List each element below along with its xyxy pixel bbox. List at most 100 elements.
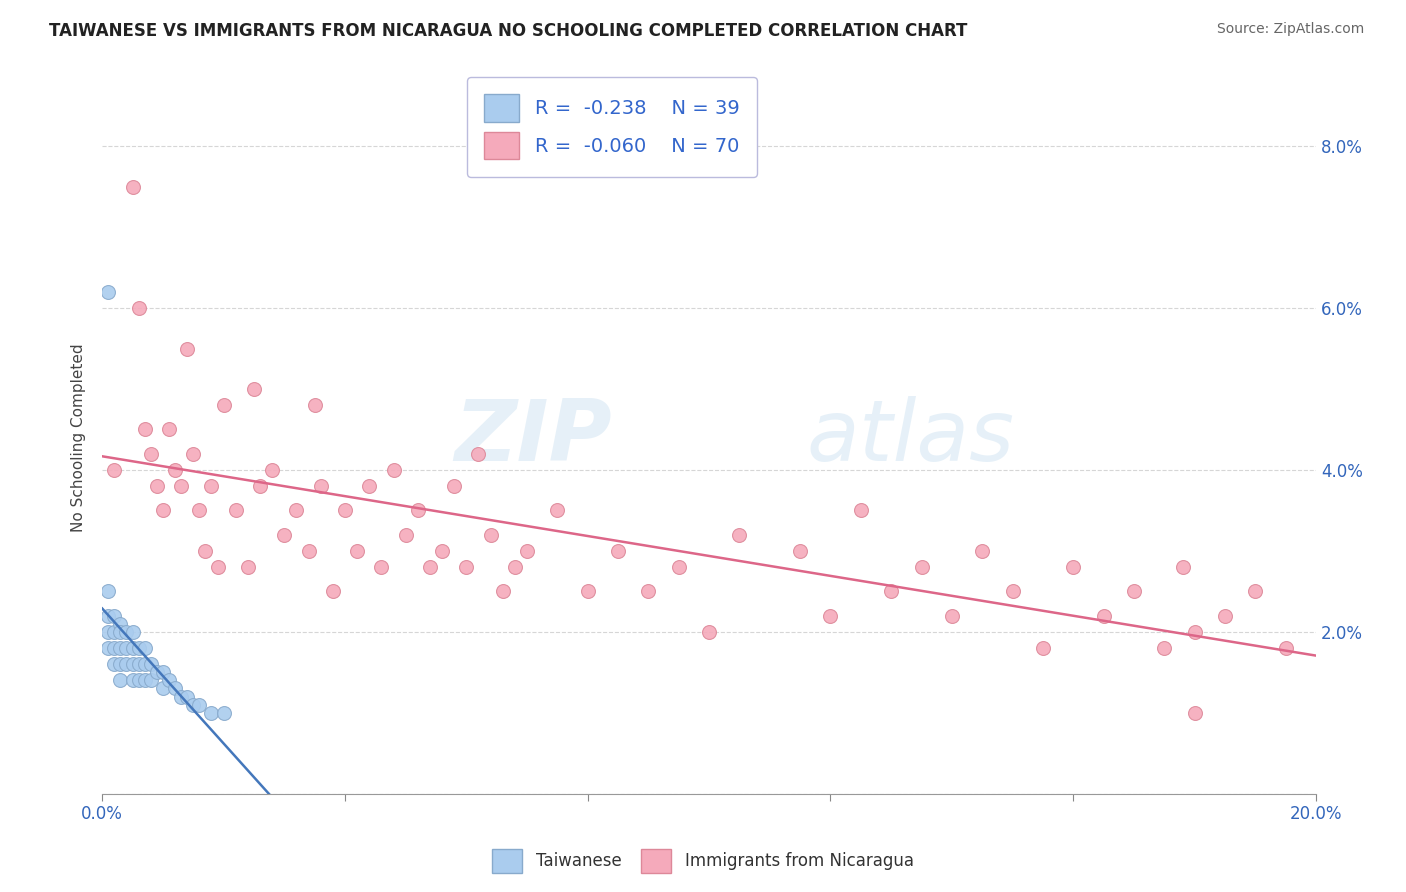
Legend: Taiwanese, Immigrants from Nicaragua: Taiwanese, Immigrants from Nicaragua: [485, 842, 921, 880]
Legend: R =  -0.238    N = 39, R =  -0.060    N = 70: R = -0.238 N = 39, R = -0.060 N = 70: [467, 77, 758, 177]
Point: [139, 657, 162, 672]
Text: Source: ZipAtlas.com: Source: ZipAtlas.com: [1216, 22, 1364, 37]
Point: [576, 584, 599, 599]
Point: [430, 544, 453, 558]
Point: [128, 657, 150, 672]
Text: ZIP: ZIP: [454, 396, 612, 479]
Point: [1001, 584, 1024, 599]
Point: [97, 285, 120, 299]
Point: [128, 640, 150, 655]
Point: [121, 657, 143, 672]
Point: [467, 447, 489, 461]
Point: [152, 681, 174, 696]
Point: [170, 479, 193, 493]
Point: [115, 624, 138, 639]
Point: [285, 503, 308, 517]
Point: [115, 640, 138, 655]
Point: [188, 698, 211, 712]
Point: [456, 560, 478, 574]
Point: [103, 463, 125, 477]
Point: [163, 463, 186, 477]
Point: [121, 624, 143, 639]
Point: [910, 560, 932, 574]
Point: [157, 422, 180, 436]
Point: [121, 673, 143, 688]
Point: [115, 657, 138, 672]
Point: [1092, 608, 1115, 623]
Point: [110, 657, 132, 672]
Point: [110, 624, 132, 639]
Point: [370, 560, 392, 574]
Point: [789, 544, 811, 558]
Point: [188, 503, 211, 517]
Point: [128, 301, 150, 315]
Point: [139, 673, 162, 688]
Point: [157, 673, 180, 688]
Point: [637, 584, 659, 599]
Point: [194, 544, 217, 558]
Point: [97, 640, 120, 655]
Point: [297, 544, 319, 558]
Point: [225, 503, 247, 517]
Text: atlas: atlas: [806, 396, 1014, 479]
Point: [820, 608, 842, 623]
Point: [273, 527, 295, 541]
Point: [152, 503, 174, 517]
Point: [697, 624, 720, 639]
Point: [304, 398, 326, 412]
Point: [103, 624, 125, 639]
Point: [941, 608, 963, 623]
Point: [176, 342, 198, 356]
Point: [1213, 608, 1236, 623]
Point: [1244, 584, 1267, 599]
Y-axis label: No Schooling Completed: No Schooling Completed: [72, 343, 86, 532]
Point: [103, 608, 125, 623]
Point: [134, 422, 156, 436]
Point: [110, 616, 132, 631]
Point: [546, 503, 568, 517]
Point: [262, 463, 284, 477]
Point: [419, 560, 441, 574]
Point: [212, 706, 235, 720]
Point: [322, 584, 344, 599]
Text: TAIWANESE VS IMMIGRANTS FROM NICARAGUA NO SCHOOLING COMPLETED CORRELATION CHART: TAIWANESE VS IMMIGRANTS FROM NICARAGUA N…: [49, 22, 967, 40]
Point: [880, 584, 903, 599]
Point: [176, 690, 198, 704]
Point: [163, 681, 186, 696]
Point: [479, 527, 502, 541]
Point: [97, 608, 120, 623]
Point: [128, 673, 150, 688]
Point: [492, 584, 515, 599]
Point: [1153, 640, 1175, 655]
Point: [395, 527, 418, 541]
Point: [516, 544, 538, 558]
Point: [181, 447, 204, 461]
Point: [152, 665, 174, 680]
Point: [972, 544, 994, 558]
Point: [728, 527, 751, 541]
Point: [103, 640, 125, 655]
Point: [1123, 584, 1146, 599]
Point: [406, 503, 429, 517]
Point: [1171, 560, 1194, 574]
Point: [236, 560, 259, 574]
Point: [849, 503, 872, 517]
Point: [668, 560, 690, 574]
Point: [121, 640, 143, 655]
Point: [359, 479, 381, 493]
Point: [181, 698, 204, 712]
Point: [309, 479, 332, 493]
Point: [382, 463, 405, 477]
Point: [146, 665, 169, 680]
Point: [346, 544, 368, 558]
Point: [1184, 624, 1206, 639]
Point: [333, 503, 356, 517]
Point: [200, 479, 222, 493]
Point: [110, 673, 132, 688]
Point: [103, 657, 125, 672]
Point: [134, 640, 156, 655]
Point: [607, 544, 630, 558]
Point: [212, 398, 235, 412]
Point: [249, 479, 271, 493]
Point: [110, 640, 132, 655]
